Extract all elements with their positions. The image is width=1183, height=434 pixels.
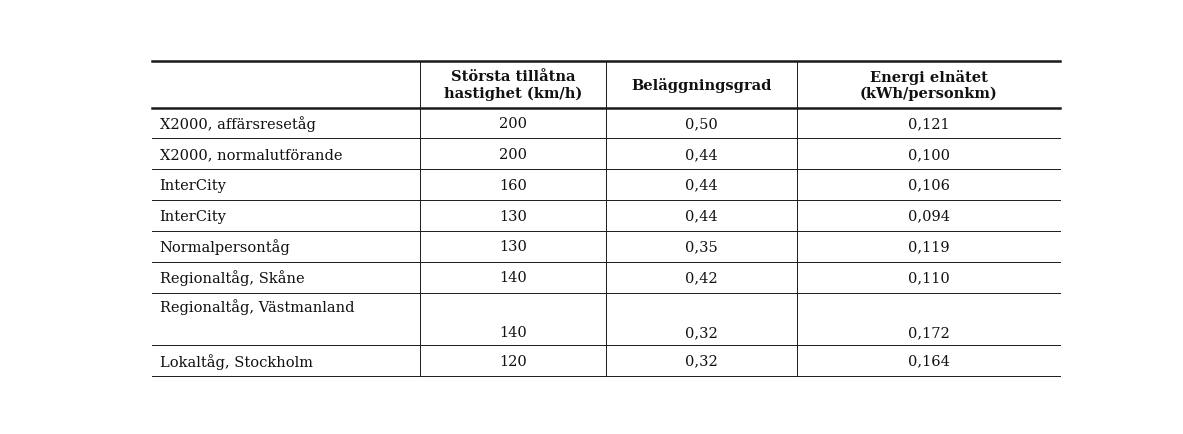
Text: 0,44: 0,44 <box>685 209 718 223</box>
Text: Regionaltåg, Västmanland: Regionaltåg, Västmanland <box>160 298 354 314</box>
Text: Regionaltåg, Skåne: Regionaltåg, Skåne <box>160 270 304 286</box>
Text: 160: 160 <box>499 178 528 192</box>
Text: Största tillåtna
hastighet (km/h): Största tillåtna hastighet (km/h) <box>444 70 582 101</box>
Text: 0,44: 0,44 <box>685 178 718 192</box>
Text: 0,172: 0,172 <box>907 326 950 339</box>
Text: 0,106: 0,106 <box>907 178 950 192</box>
Text: X2000, affärsresetåg: X2000, affärsresetåg <box>160 116 316 132</box>
Text: Lokaltåg, Stockholm: Lokaltåg, Stockholm <box>160 353 312 369</box>
Text: 0,100: 0,100 <box>907 148 950 161</box>
Text: 130: 130 <box>499 240 528 254</box>
Text: 0,42: 0,42 <box>685 271 718 285</box>
Text: 0,164: 0,164 <box>907 354 950 368</box>
Text: 0,35: 0,35 <box>685 240 718 254</box>
Text: InterCity: InterCity <box>160 209 227 223</box>
Text: Energi elnätet
(kWh/personkm): Energi elnätet (kWh/personkm) <box>860 69 997 101</box>
Text: 140: 140 <box>499 271 528 285</box>
Text: InterCity: InterCity <box>160 178 227 192</box>
Text: 200: 200 <box>499 117 528 131</box>
Text: 0,121: 0,121 <box>907 117 949 131</box>
Text: Normalpersontåg: Normalpersontåg <box>160 239 291 255</box>
Text: 0,094: 0,094 <box>907 209 950 223</box>
Text: 130: 130 <box>499 209 528 223</box>
Text: 0,32: 0,32 <box>685 326 718 339</box>
Text: 200: 200 <box>499 148 528 161</box>
Text: 0,110: 0,110 <box>907 271 950 285</box>
Text: 0,44: 0,44 <box>685 148 718 161</box>
Text: 0,32: 0,32 <box>685 354 718 368</box>
Text: 0,50: 0,50 <box>685 117 718 131</box>
Text: 120: 120 <box>499 354 528 368</box>
Text: Beläggningsgrad: Beläggningsgrad <box>632 78 771 93</box>
Text: X2000, normalutförande: X2000, normalutförande <box>160 148 342 161</box>
Text: 0,119: 0,119 <box>907 240 949 254</box>
Text: 140: 140 <box>499 326 528 339</box>
